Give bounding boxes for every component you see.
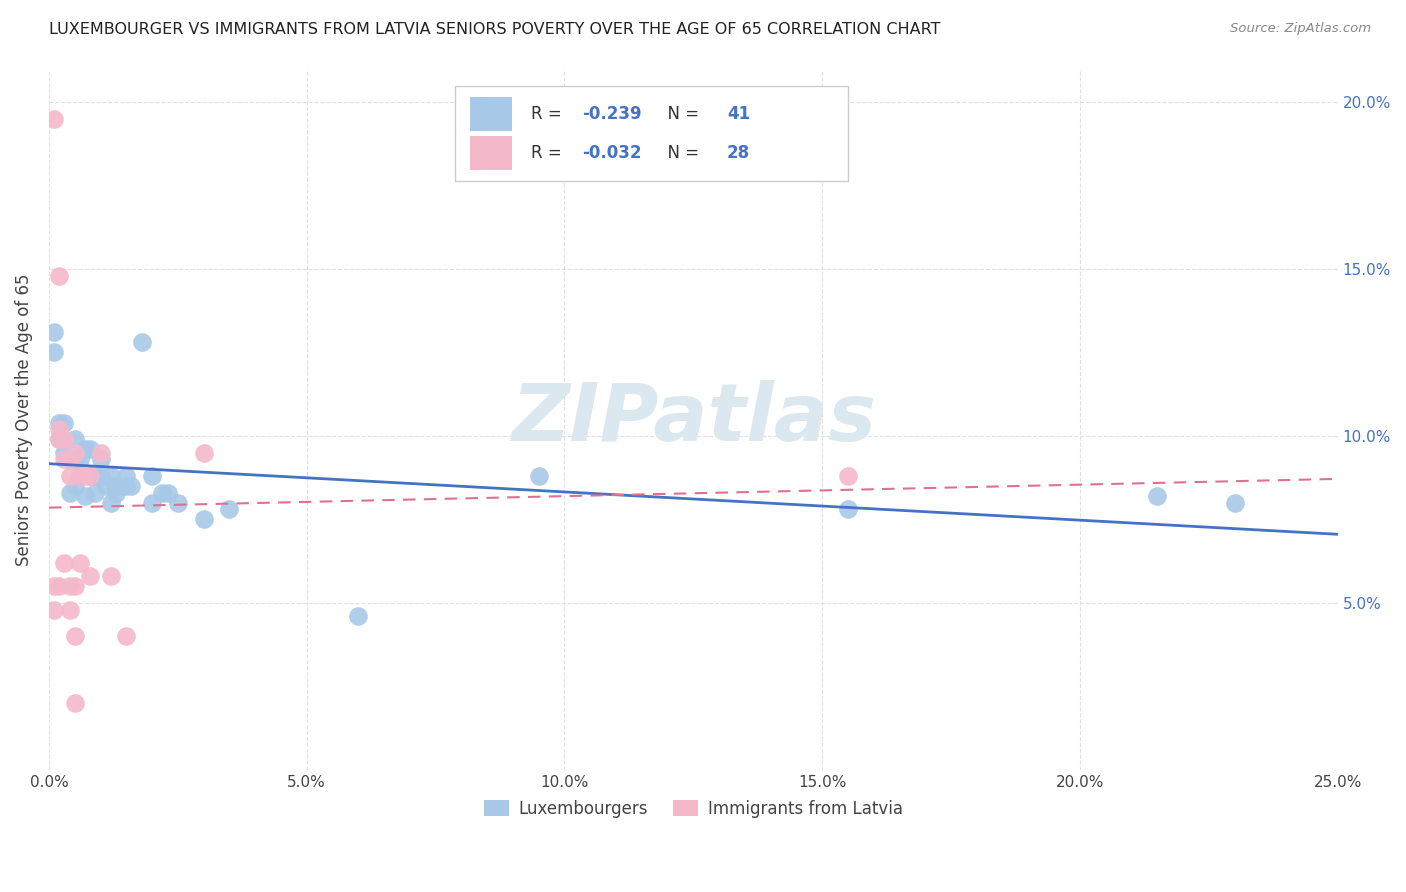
Point — [89, 469, 111, 483]
Text: 41: 41 — [727, 105, 749, 123]
Point — [48, 268, 70, 283]
Point — [100, 469, 122, 483]
Point — [837, 502, 859, 516]
Point — [141, 469, 163, 483]
Text: R =: R = — [531, 105, 567, 123]
Point — [79, 469, 101, 483]
Text: N =: N = — [657, 105, 704, 123]
Point — [104, 479, 127, 493]
Point — [63, 445, 86, 459]
Point — [115, 469, 138, 483]
Point — [48, 432, 70, 446]
Point — [58, 452, 80, 467]
Point — [100, 496, 122, 510]
Point — [53, 416, 76, 430]
Point — [115, 479, 138, 493]
Point — [73, 489, 96, 503]
Point — [58, 469, 80, 483]
Point — [193, 512, 215, 526]
Point — [89, 445, 111, 459]
Point — [69, 469, 91, 483]
Point — [42, 602, 65, 616]
FancyBboxPatch shape — [456, 86, 848, 181]
Point — [79, 442, 101, 457]
Point — [48, 432, 70, 446]
Point — [79, 569, 101, 583]
Point — [73, 469, 96, 483]
Text: -0.239: -0.239 — [582, 105, 643, 123]
Point — [837, 469, 859, 483]
Text: -0.032: -0.032 — [582, 144, 643, 161]
Point — [1146, 489, 1168, 503]
Point — [89, 452, 111, 467]
Point — [42, 579, 65, 593]
Point — [120, 479, 142, 493]
Text: Source: ZipAtlas.com: Source: ZipAtlas.com — [1230, 22, 1371, 36]
Point — [42, 326, 65, 340]
Legend: Luxembourgers, Immigrants from Latvia: Luxembourgers, Immigrants from Latvia — [477, 794, 910, 825]
Text: N =: N = — [657, 144, 704, 161]
Point — [527, 469, 550, 483]
Text: ZIPatlas: ZIPatlas — [510, 380, 876, 458]
Point — [94, 479, 117, 493]
Point — [42, 112, 65, 126]
Point — [73, 442, 96, 457]
Point — [150, 485, 173, 500]
Point — [63, 479, 86, 493]
Point — [141, 496, 163, 510]
Point — [58, 485, 80, 500]
Point — [53, 432, 76, 446]
Point — [48, 579, 70, 593]
Point — [48, 422, 70, 436]
Point — [69, 556, 91, 570]
Point — [63, 629, 86, 643]
Point — [218, 502, 240, 516]
Point — [84, 469, 107, 483]
Text: LUXEMBOURGER VS IMMIGRANTS FROM LATVIA SENIORS POVERTY OVER THE AGE OF 65 CORREL: LUXEMBOURGER VS IMMIGRANTS FROM LATVIA S… — [49, 22, 941, 37]
Point — [131, 335, 153, 350]
Point — [115, 629, 138, 643]
FancyBboxPatch shape — [471, 97, 512, 131]
Point — [156, 485, 179, 500]
Point — [53, 556, 76, 570]
Point — [84, 485, 107, 500]
Text: R =: R = — [531, 144, 567, 161]
Point — [63, 432, 86, 446]
FancyBboxPatch shape — [471, 136, 512, 169]
Point — [63, 579, 86, 593]
Point — [166, 496, 188, 510]
Point — [48, 416, 70, 430]
Point — [63, 696, 86, 710]
Point — [193, 445, 215, 459]
Point — [63, 452, 86, 467]
Y-axis label: Seniors Poverty Over the Age of 65: Seniors Poverty Over the Age of 65 — [15, 273, 32, 566]
Point — [69, 452, 91, 467]
Point — [100, 569, 122, 583]
Point — [347, 609, 370, 624]
Point — [79, 469, 101, 483]
Point — [58, 602, 80, 616]
Point — [104, 485, 127, 500]
Point — [1223, 496, 1246, 510]
Point — [53, 445, 76, 459]
Point — [58, 579, 80, 593]
Text: 28: 28 — [727, 144, 749, 161]
Point — [42, 345, 65, 359]
Point — [69, 469, 91, 483]
Point — [53, 452, 76, 467]
